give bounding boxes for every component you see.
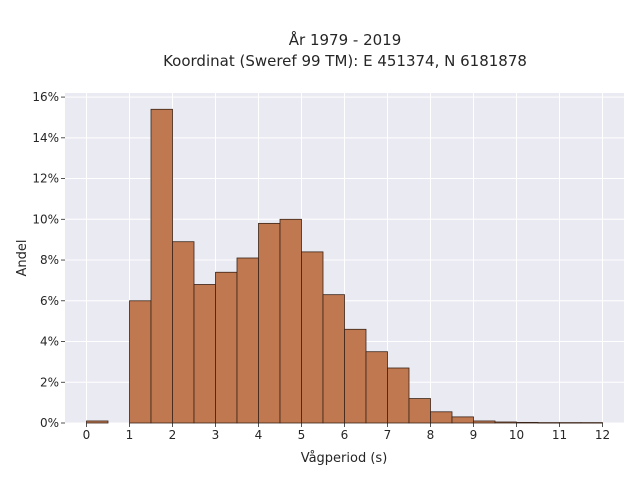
histogram-bar: [258, 222, 281, 424]
histogram-bar: [473, 420, 496, 424]
histogram-bar: [150, 108, 173, 424]
histogram-bar: [301, 251, 324, 424]
histogram-bar: [215, 271, 238, 424]
histogram-bar: [537, 422, 560, 424]
x-axis-label: Vågperiod (s): [301, 451, 388, 466]
histogram-bar: [408, 398, 431, 424]
histogram-bar: [129, 300, 152, 424]
histogram-bar: [236, 257, 259, 424]
histogram-bars: [86, 108, 603, 424]
x-tick-label: 2: [169, 428, 177, 442]
x-tick-label: 12: [595, 428, 610, 442]
x-tick-label: 8: [427, 428, 435, 442]
x-tick-label: 1: [126, 428, 134, 442]
x-tick-label: 9: [470, 428, 478, 442]
x-tick-label: 7: [384, 428, 392, 442]
y-axis-label: Andel: [15, 240, 30, 277]
x-tick-label: 6: [341, 428, 349, 442]
histogram-bar: [451, 416, 474, 424]
histogram-bar: [430, 411, 453, 424]
y-tick-label: 4%: [40, 335, 59, 349]
histogram-bar: [344, 328, 367, 424]
histogram-bar: [322, 294, 345, 424]
x-axis-ticks: 0 1 2 3 4 5 6 7 8 9 10 11 12: [83, 423, 610, 442]
x-tick-label: 3: [212, 428, 220, 442]
x-tick-label: 5: [298, 428, 306, 442]
histogram-bar: [365, 351, 388, 424]
histogram-bar: [494, 421, 517, 424]
x-tick-label: 11: [552, 428, 567, 442]
y-tick-label: 14%: [32, 131, 59, 145]
y-axis-ticks: 0% 2% 4% 6% 8% 10% 12% 14% 16%: [32, 90, 65, 430]
chart-title-line-2: Koordinat (Sweref 99 TM): E 451374, N 61…: [163, 52, 527, 70]
y-tick-label: 16%: [32, 90, 59, 104]
x-tick-label: 10: [509, 428, 524, 442]
histogram-bar: [279, 218, 302, 424]
histogram-bar: [172, 241, 195, 424]
x-tick-label: 0: [83, 428, 91, 442]
histogram-bar: [193, 284, 216, 424]
histogram-bar: [580, 422, 603, 424]
x-tick-label: 4: [255, 428, 263, 442]
histogram-bar: [86, 420, 109, 424]
y-tick-label: 0%: [40, 416, 59, 430]
y-tick-label: 6%: [40, 294, 59, 308]
y-tick-label: 10%: [32, 212, 59, 226]
histogram-bar: [387, 367, 410, 424]
chart-title-line-1: År 1979 - 2019: [289, 30, 402, 49]
histogram-bar: [516, 421, 539, 424]
y-tick-label: 2%: [40, 375, 59, 389]
histogram-bar: [559, 422, 582, 424]
y-tick-label: 8%: [40, 253, 59, 267]
y-tick-label: 12%: [32, 172, 59, 186]
